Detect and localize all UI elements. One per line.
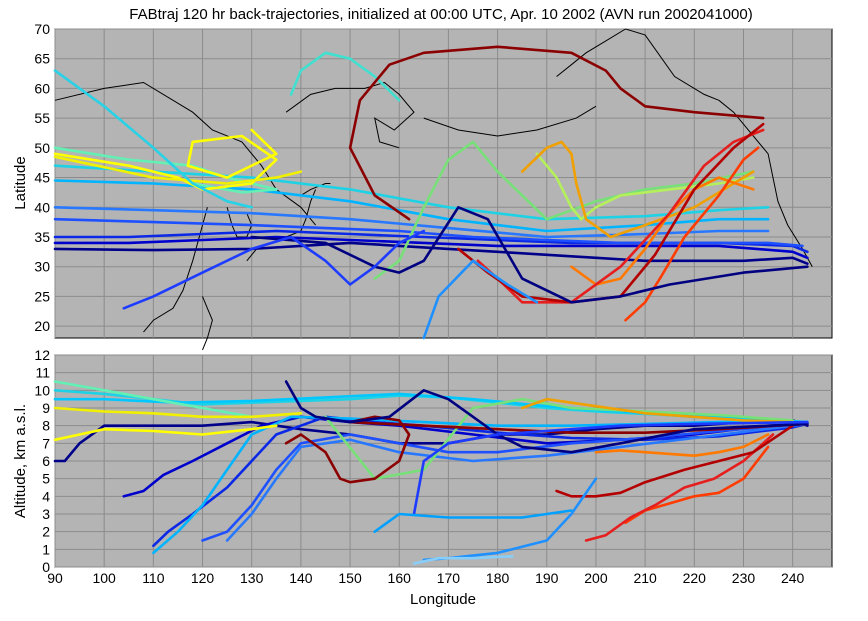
coastline-asia-east-coast [54, 81, 316, 226]
longitude-tick-label: 180 [486, 570, 510, 586]
altitude-tick-label: 8 [42, 418, 50, 434]
top-trajectory-23 [422, 259, 539, 340]
top-trajectory-10 [53, 155, 303, 185]
top-trajectory-13 [373, 140, 755, 280]
longitude-tick-label: 170 [437, 570, 461, 586]
latitude-tick-label: 35 [34, 229, 50, 245]
altitude-tick-label: 0 [42, 559, 50, 575]
top-trajectory-16 [570, 176, 755, 286]
top-trajectory-17 [624, 146, 760, 322]
longitude-tick-label: 200 [584, 570, 608, 586]
altitude-tick-label: 6 [42, 453, 50, 469]
top-trajectory-9 [53, 128, 278, 191]
bottom-trajectory-5 [225, 422, 809, 542]
altitude-tick-label: 5 [42, 471, 50, 487]
altitude-tick-label: 7 [42, 435, 50, 451]
longitude-tick-label: 230 [732, 570, 756, 586]
altitude-tick-label: 10 [34, 382, 50, 398]
altitude-tick-label: 2 [42, 524, 50, 540]
altitude-tick-label: 4 [42, 488, 50, 504]
altitude-tick-label: 9 [42, 400, 50, 416]
top-trajectory-22 [122, 229, 426, 310]
altitude-tick-label: 12 [34, 347, 50, 363]
coastline-china-coast [143, 207, 208, 333]
latitude-tick-label: 60 [34, 80, 50, 96]
trajectory-lines-bottom [53, 380, 809, 565]
bottom-trajectory-23 [373, 509, 573, 534]
bottom-trajectory-14 [594, 433, 770, 458]
latitude-tick-label: 30 [34, 259, 50, 275]
coastlines [54, 28, 813, 351]
top-trajectory-11 [53, 69, 253, 209]
coastline-kamchatka [285, 81, 415, 149]
bottom-trajectory-12 [324, 397, 795, 481]
longitude-tick-labels: 90 100 110 120 130 140 150 160 170 180 190 200 210 22… [47, 570, 804, 586]
longitude-tick-label: 100 [92, 570, 116, 586]
latitude-tick-label: 40 [34, 199, 50, 215]
longitude-tick-label: 160 [388, 570, 412, 586]
latitude-tick-labels: 20 25 30 35 40 45 50 55 60 65 70 [34, 21, 50, 334]
bottom-trajectory-19 [284, 380, 809, 454]
altitude-axis-label: Altitude, km a.s.l. [12, 404, 29, 518]
trajectory-lines-top [53, 45, 809, 340]
top-trajectory-20 [348, 45, 765, 221]
bottom-trajectory-9 [53, 380, 253, 419]
latitude-tick-label: 55 [34, 110, 50, 126]
latitude-axis-label: Latitude [12, 156, 29, 209]
coastline-north-america-west [718, 99, 813, 267]
bottom-trajectory-17 [555, 424, 795, 498]
longitude-tick-label: 120 [191, 570, 215, 586]
coastline-taiwan-philippines [202, 296, 213, 351]
bottom-trajectory-16 [584, 433, 775, 542]
bottom-trajectory-22 [412, 555, 514, 565]
top-trajectory-2 [53, 235, 809, 260]
longitude-tick-label: 130 [240, 570, 264, 586]
bottom-trajectory-20 [412, 420, 809, 516]
longitude-axis-label: Longitude [410, 591, 476, 608]
longitude-tick-label: 240 [781, 570, 805, 586]
longitude-tick-label: 90 [47, 570, 63, 586]
coastline-aleutians [423, 105, 597, 137]
altitude-tick-label: 1 [42, 541, 50, 557]
coastline-korea [226, 207, 253, 238]
longitude-tick-label: 110 [142, 570, 165, 586]
latitude-tick-label: 70 [34, 21, 50, 37]
chart-title: FABtraj 120 hr back-trajectories, initia… [129, 6, 752, 23]
bottom-trajectory-10 [53, 424, 278, 442]
top-trajectory-7 [53, 164, 770, 221]
top-trajectory-6 [53, 179, 770, 233]
longitude-tick-label: 220 [683, 570, 707, 586]
longitude-tick-label: 140 [289, 570, 313, 586]
top-trajectory-12 [289, 51, 401, 102]
latitude-tick-label: 25 [34, 288, 50, 304]
latitude-tick-label: 45 [34, 170, 50, 186]
longitude-tick-label: 210 [633, 570, 657, 586]
longitude-tick-label: 190 [535, 570, 559, 586]
altitude-tick-label: 3 [42, 506, 50, 522]
top-grid [54, 28, 832, 338]
latitude-tick-label: 50 [34, 140, 50, 156]
top-trajectory-15 [520, 140, 755, 239]
latitude-tick-label: 65 [34, 51, 50, 67]
coastline-alaska [556, 28, 720, 101]
top-trajectory-4 [53, 217, 804, 248]
latitude-map-panel: 20 25 30 35 40 45 50 55 60 65 70 Latitude [12, 21, 833, 351]
latitude-tick-label: 20 [34, 318, 50, 334]
longitude-tick-label: 150 [338, 570, 362, 586]
altitude-tick-label: 11 [35, 365, 50, 381]
bottom-trajectory-13 [520, 397, 795, 424]
top-trajectory-5 [53, 206, 770, 239]
top-trajectory-1 [53, 241, 809, 266]
bottom-trajectory-11 [53, 406, 303, 419]
bottom-trajectory-18 [284, 415, 809, 484]
